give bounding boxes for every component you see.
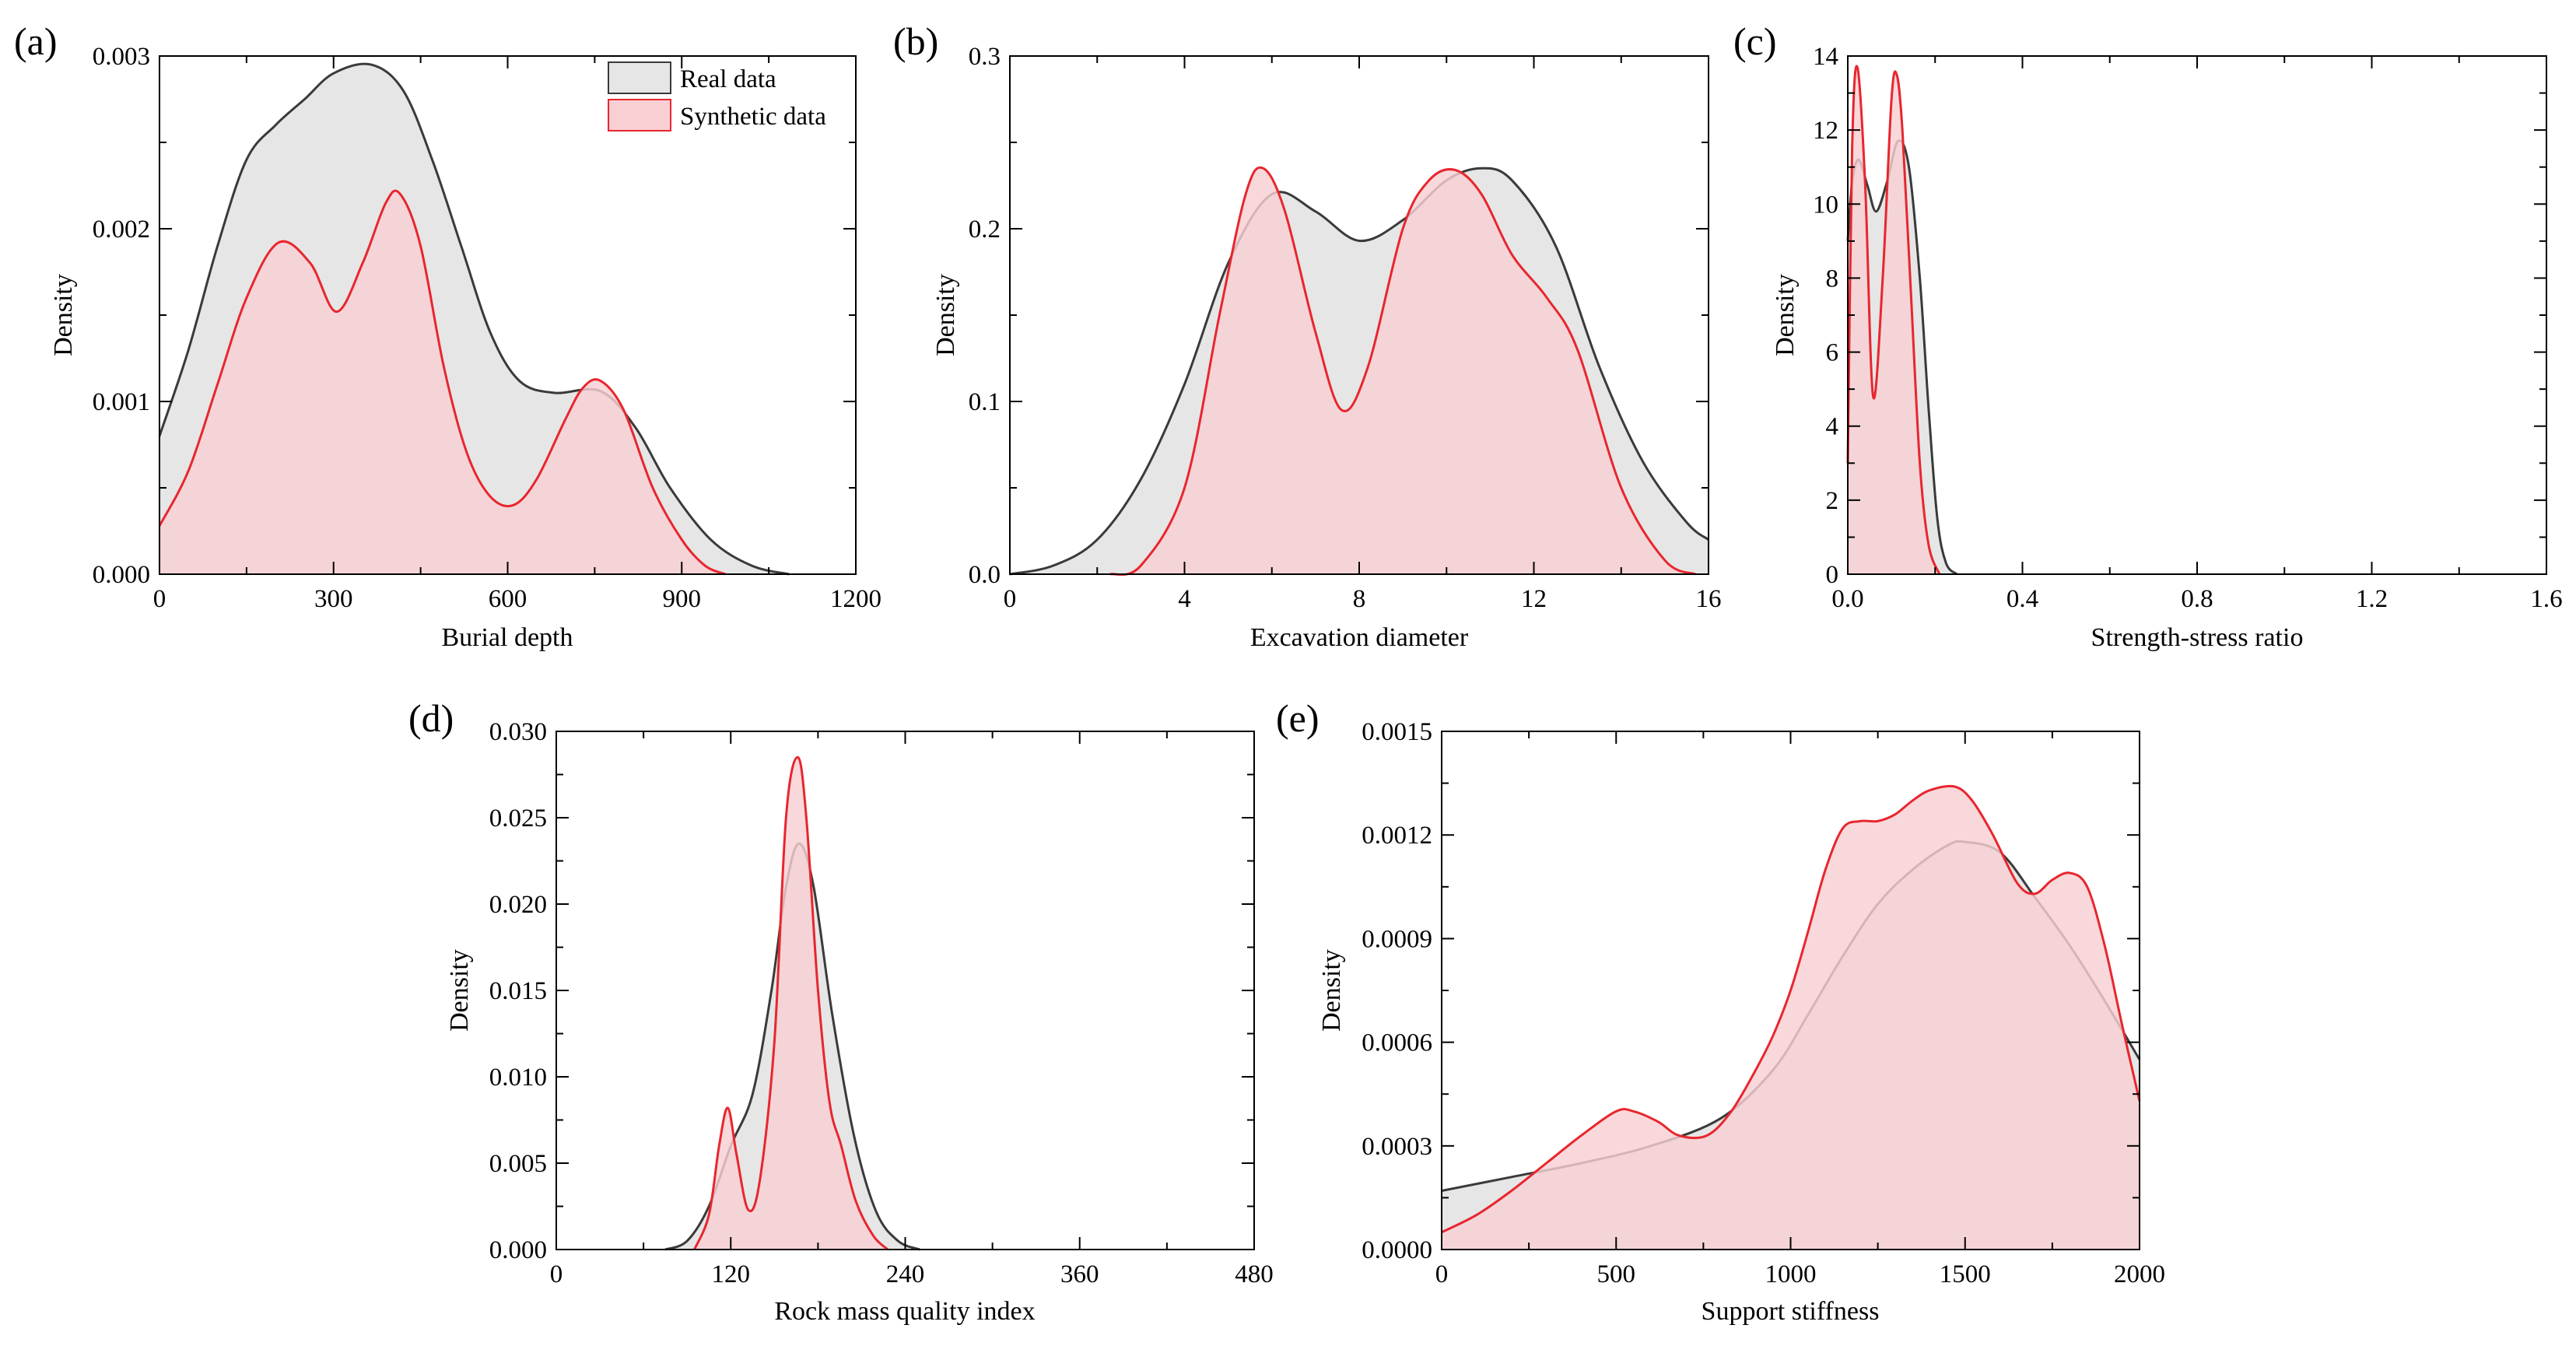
panel-e-y-tick-label: 0.0000 [1362,1236,1432,1264]
panel-d-y-tick-label: 0.005 [489,1150,547,1178]
panel-a-real-curve [158,62,790,576]
panel-e-x-axis-title: Support stiffness [1702,1297,1880,1326]
panel-c-label: (c) [1733,19,1777,63]
panel-d-y-tick-label: 0.010 [489,1064,547,1092]
panel-d-y-tick-label: 0.020 [489,891,547,919]
panel-c-x-tick-label: 0.8 [2181,585,2213,613]
panel-e-synthetic-curve [1441,784,2141,1234]
panel-b-y-tick-label: 0.3 [969,43,1001,71]
panel-c-x-axis-title: Strength-stress ratio [2091,623,2304,652]
panel-c-x-tick-label: 0.0 [1831,585,1863,613]
panel-e-synthetic-area [1442,786,2140,1250]
panel-e-support-stiffness: 0 500 1000 1500 2000 0.0000 0.0003 0.0006 0.0009… [1276,696,2165,1326]
panel-e-x-tick-label: 500 [1597,1260,1636,1288]
legend-real-label: Real data [680,65,776,93]
panel-d-y-tick-label: 0.030 [489,718,547,746]
panel-c-y-tick-label: 4 [1826,413,1839,441]
panel-b-synthetic-curve [1109,166,1696,577]
panel-a-burial-depth: 0 300 600 900 1200 0.000 0.001 0.002 0.003 (a) B… [14,19,881,652]
panel-b-y-tick-label: 0.1 [969,388,1001,416]
panel-b-x-axis-title: Excavation diameter [1250,623,1469,652]
panel-a-label: (a) [14,19,58,63]
panel-b-synthetic-area [1110,167,1696,575]
panel-d-y-tick-label: 0.015 [489,977,547,1005]
panel-a-x-tick-label: 900 [663,585,702,613]
panel-b-real-curve [1009,166,1709,576]
panel-c-x-tick-label: 1.6 [2530,585,2562,613]
panel-a-y-tick-label: 0.001 [93,388,150,416]
panel-b-y-axis-title: Density [931,274,960,356]
panel-b-x-tick-label: 16 [1696,585,1722,613]
panel-d-x-tick-label: 120 [712,1260,751,1288]
panel-d-y-tick-label: 0.025 [489,804,547,832]
panel-b-y-tick-label: 0.0 [969,561,1001,589]
panel-b-x-tick-label: 0 [1004,585,1017,613]
panel-c-frame [1847,55,2547,575]
panel-d-synthetic-area [694,757,888,1250]
panel-a-y-tick-label: 0.003 [93,43,150,71]
panel-e-x-tick-label: 2000 [2114,1260,2165,1288]
legend-synthetic-label: Synthetic data [680,103,826,131]
panel-b-y-tick-label: 0.2 [969,216,1001,244]
panel-d-label: (d) [408,696,454,740]
panel-d-x-tick-label: 0 [550,1260,563,1288]
legend: Real data Synthetic data [608,61,826,131]
panel-d-synthetic-curve [693,755,889,1251]
panel-c-y-tick-label: 8 [1826,265,1839,293]
panel-e-label: (e) [1276,696,1320,740]
panel-b-x-tick-label: 8 [1353,585,1366,613]
panel-e-y-tick-label: 0.0006 [1362,1029,1432,1057]
panel-e-y-tick-label: 0.0015 [1362,718,1432,746]
panel-d-x-axis-title: Rock mass quality index [774,1297,1035,1326]
panel-c-y-axis-title: Density [1771,274,1800,356]
panel-d-x-tick-label: 480 [1235,1260,1274,1288]
panel-c-synthetic-area [1848,65,1940,574]
panel-c-y-tick-label: 14 [1813,43,1838,71]
panel-e-x-tick-label: 1500 [1940,1260,1991,1288]
panel-b-label: (b) [893,19,938,63]
panel-c-y-tick-label: 12 [1813,117,1838,145]
panel-d-frame [556,731,1255,1250]
panel-a-x-tick-label: 300 [314,585,353,613]
panel-d-y-axis-title: Density [445,949,474,1032]
panel-c-strength-stress-ratio: 0.0 0.4 0.8 1.2 1.6 0 2 4 6 8 10 12 14 (c) Strength-… [1733,19,2563,652]
panel-c-y-tick-label: 6 [1826,339,1839,367]
panel-c-y-tick-label: 10 [1813,191,1838,219]
panel-c-x-tick-label: 0.4 [2006,585,2038,613]
panel-a-synthetic-area [159,191,726,575]
panel-a-x-axis-title: Burial depth [441,623,573,652]
panel-d-x-tick-label: 360 [1060,1260,1099,1288]
legend-synthetic-swatch [608,99,671,131]
panel-d-x-tick-label: 240 [886,1260,925,1288]
panel-c-y-tick-label: 0 [1826,561,1839,589]
panel-a-x-tick-label: 0 [153,585,166,613]
legend-real-swatch [608,61,671,94]
panel-e-y-tick-label: 0.0012 [1362,822,1432,850]
panel-a-y-tick-label: 0.000 [93,561,150,589]
panel-a-y-axis-title: Density [49,274,78,356]
panel-e-y-tick-label: 0.0009 [1362,925,1432,953]
panel-a-x-tick-label: 1200 [830,585,881,613]
panel-a-synthetic-curve [158,189,726,576]
panel-c-x-tick-label: 1.2 [2356,585,2388,613]
panel-a-x-tick-label: 600 [489,585,527,613]
panel-c-synthetic-curve [1846,65,1941,575]
panel-b-x-tick-label: 12 [1521,585,1547,613]
panel-b-excavation-diameter: 0 4 8 12 16 0.0 0.1 0.2 0.3 (b) Excavation diame… [893,19,1722,652]
panel-d-y-tick-label: 0.000 [489,1236,547,1264]
panel-e-x-tick-label: 0 [1435,1260,1449,1288]
panel-c-y-tick-label: 2 [1826,487,1839,515]
panel-d-rock-mass-quality-index: 0 120 240 360 480 0.000 0.005 0.010 0.015 0.020 0.… [408,696,1274,1326]
panel-b-x-tick-label: 4 [1178,585,1191,613]
panel-e-x-tick-label: 1000 [1765,1260,1817,1288]
panel-e-y-axis-title: Density [1317,949,1346,1032]
panel-a-y-tick-label: 0.002 [93,216,150,244]
panel-e-y-tick-label: 0.0003 [1362,1133,1432,1161]
